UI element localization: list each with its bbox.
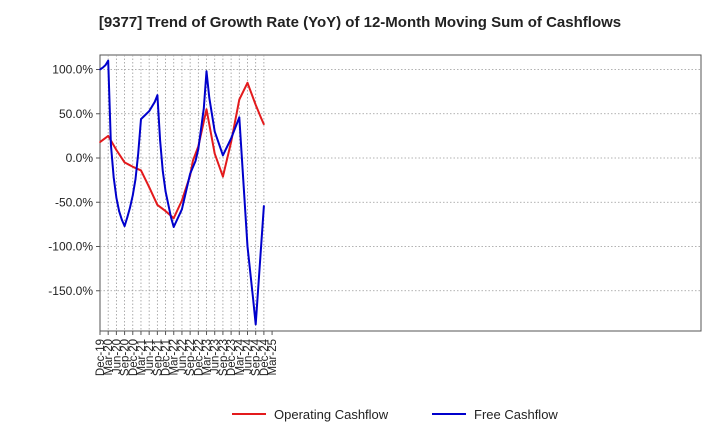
operating-cashflow-point	[164, 210, 167, 212]
free-cashflow-point	[104, 64, 107, 66]
free-cashflow-point	[181, 208, 183, 211]
x-tick-label: Sep-20	[120, 339, 132, 376]
free-cashflow-point	[213, 130, 216, 133]
y-tick-label: 100.0%	[52, 63, 93, 77]
free-cashflow-point	[126, 216, 129, 219]
x-tick-label: Dec-19	[95, 339, 107, 376]
free-cashflow-point	[131, 194, 134, 196]
operating-cashflow-point	[181, 199, 183, 202]
free-cashflow-point	[140, 118, 142, 120]
free-cashflow-point	[205, 70, 208, 73]
operating-cashflow-point	[213, 152, 216, 155]
legend-label-free-cashflow: Free Cashflow	[474, 407, 558, 422]
operating-cashflow-point	[260, 117, 262, 119]
free-cashflow-point	[238, 116, 241, 119]
free-cashflow-point	[254, 323, 257, 326]
free-cashflow-point	[134, 178, 137, 181]
x-tick-label: Sep-24	[251, 338, 263, 376]
free-cashflow-point	[159, 139, 161, 142]
free-cashflow-point	[202, 107, 205, 110]
free-cashflow-point	[172, 226, 175, 228]
operating-cashflow-point	[140, 169, 142, 172]
free-cashflow-point	[153, 101, 156, 104]
operating-cashflow-point	[222, 175, 224, 178]
operating-cashflow-point	[99, 141, 101, 143]
x-tick-label: Dec-21	[161, 339, 173, 376]
operating-cashflow-point	[238, 98, 241, 101]
operating-cashflow-point	[254, 104, 257, 106]
operating-cashflow-point	[263, 123, 265, 126]
x-tick-label: Dec-22	[193, 339, 205, 376]
free-cashflow-point	[162, 170, 164, 173]
free-cashflow-point	[164, 190, 167, 193]
free-cashflow-point	[112, 176, 115, 179]
x-tick-label: Mar-22	[169, 339, 181, 375]
free-cashflow-point	[110, 143, 112, 146]
x-tick-label: Jun-20	[111, 339, 123, 374]
operating-cashflow-point	[205, 108, 208, 111]
free-cashflow-point	[121, 219, 123, 221]
x-tick-label: Jun-21	[144, 339, 156, 374]
y-tick-label: 0.0%	[66, 151, 94, 165]
plot-frame	[99, 54, 702, 332]
y-tick-label: -100.0%	[48, 240, 93, 254]
x-tick-label: Sep-21	[152, 339, 164, 376]
x-tick-label: Jun-23	[210, 339, 222, 374]
operating-cashflow-point	[172, 217, 175, 219]
x-tick-label: Dec-24	[259, 338, 271, 376]
x-tick-label: Dec-23	[226, 339, 238, 376]
free-cashflow-point	[170, 216, 172, 219]
free-cashflow-point	[230, 137, 232, 140]
x-tick-label: Mar-21	[136, 339, 148, 375]
operating-cashflow-point	[148, 186, 150, 189]
y-tick-label: 50.0%	[59, 107, 93, 121]
free-cashflow-point	[194, 159, 197, 162]
y-tick-label: -50.0%	[55, 195, 93, 209]
x-tick-label: Mar-25	[267, 339, 279, 375]
operating-cashflow-point	[192, 159, 194, 162]
free-cashflow-point	[115, 197, 118, 199]
free-cashflow-point	[137, 152, 140, 155]
free-cashflow-point	[263, 204, 265, 207]
free-cashflow-point	[246, 245, 249, 248]
x-tick-label: Mar-23	[202, 339, 214, 375]
free-cashflow-point	[252, 297, 254, 299]
operating-cashflow-point	[156, 204, 159, 206]
operating-cashflow-point	[131, 166, 134, 168]
operating-cashflow-point	[246, 81, 249, 84]
operating-cashflow-point	[230, 141, 232, 143]
x-tick-label: Dec-20	[128, 339, 140, 376]
operating-cashflow-point	[123, 161, 126, 164]
operating-cashflow-point	[115, 149, 118, 151]
free-cashflow-point	[148, 110, 150, 112]
free-cashflow-point	[189, 173, 191, 175]
x-tick-label: Jun-24	[242, 338, 254, 374]
x-tick-label: Sep-23	[218, 339, 230, 376]
free-cashflow-point	[129, 206, 131, 209]
free-cashflow-point	[107, 59, 109, 62]
legend-label-operating-cashflow: Operating Cashflow	[274, 407, 389, 422]
free-cashflow-point	[123, 225, 126, 227]
x-tick-label: Mar-20	[103, 339, 115, 375]
free-cashflow-point	[197, 148, 200, 150]
free-cashflow-point	[118, 210, 120, 212]
free-cashflow-point	[222, 154, 224, 157]
chart-title: [9377] Trend of Growth Rate (YoY) of 12-…	[98, 14, 622, 31]
y-tick-label: -150.0%	[48, 284, 93, 298]
free-cashflow-point	[156, 94, 159, 96]
x-tick-label: Jun-22	[177, 339, 189, 374]
free-cashflow-point	[101, 66, 104, 69]
operating-cashflow-point	[107, 135, 109, 137]
x-tick-label: Mar-24	[234, 338, 246, 375]
x-tick-label: Sep-22	[185, 339, 197, 376]
free-cashflow-point	[99, 68, 101, 71]
free-cashflow-point	[208, 97, 211, 99]
